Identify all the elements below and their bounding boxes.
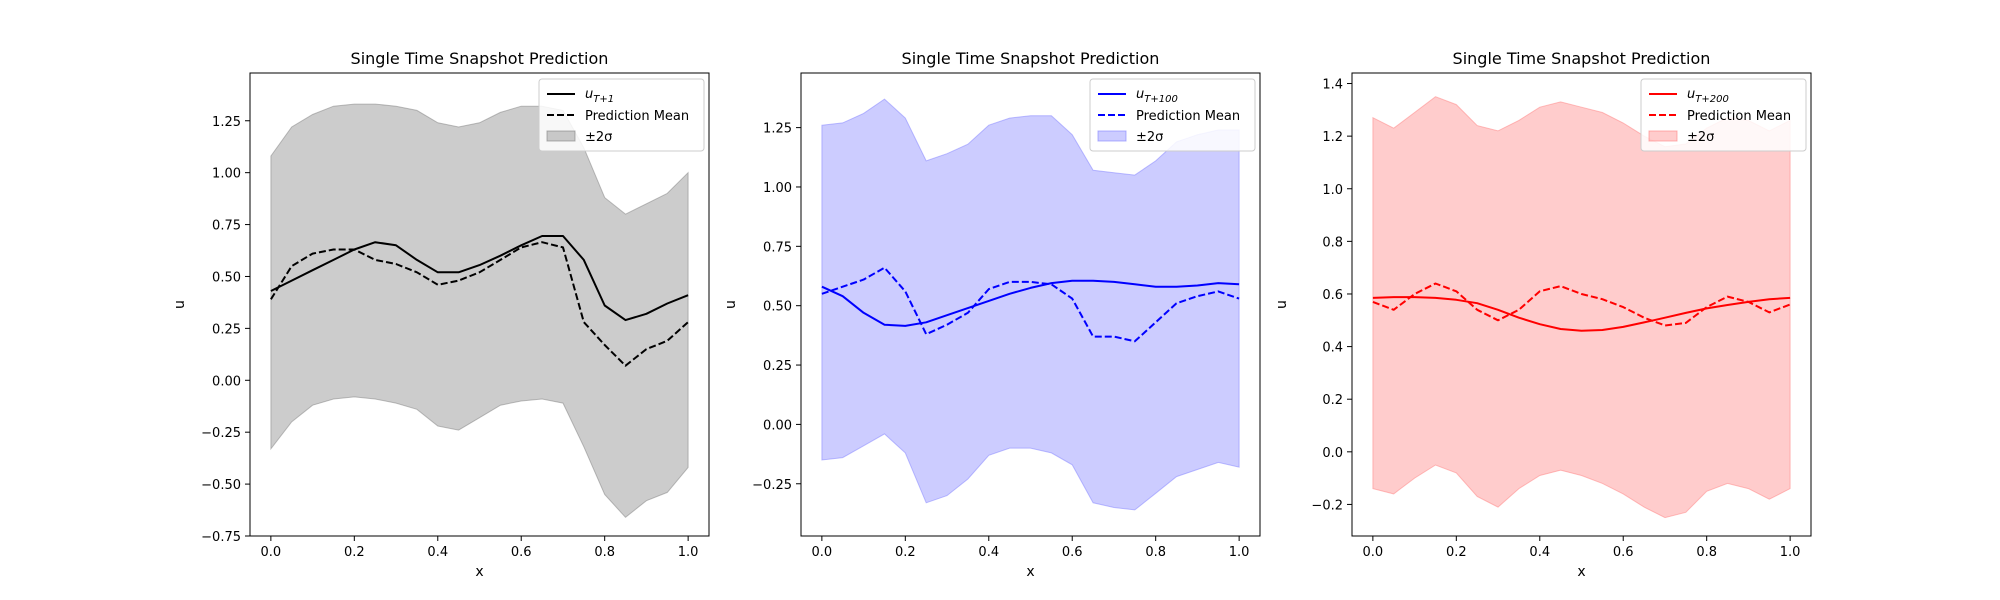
y-tick-label: −0.25 bbox=[752, 478, 792, 493]
y-tick-label: 0.00 bbox=[212, 374, 241, 389]
true-solution-line bbox=[1372, 296, 1791, 332]
y-tick-label: 0.25 bbox=[763, 359, 792, 374]
legend-band-swatch bbox=[1648, 130, 1678, 142]
y-tick-label: 0.0 bbox=[1322, 446, 1343, 461]
chart-panel-1: 0.0 0.2 0.4 0.6 0.8 1.0 −0.75 −0.50 −0.25 0.00 0.2… bbox=[172, 49, 710, 580]
y-tick-label: 0.4 bbox=[1322, 341, 1343, 356]
y-tick-label: −0.2 bbox=[1311, 498, 1343, 513]
x-tick-label: 0.6 bbox=[1062, 545, 1083, 560]
legend-box bbox=[538, 78, 705, 152]
legend: uT+100 Prediction Mean ±2σ bbox=[1089, 78, 1256, 152]
x-tick-label: 0.4 bbox=[978, 545, 999, 560]
y-tick-label: 1.25 bbox=[212, 115, 241, 130]
plot-area bbox=[1372, 96, 1791, 519]
legend-true-label: uT+200 bbox=[1687, 87, 1729, 105]
x-axis-label: x bbox=[1577, 564, 1585, 580]
legend-true-label: uT+100 bbox=[1136, 87, 1178, 105]
chart-title: Single Time Snapshot Prediction bbox=[351, 49, 609, 68]
axes-frame bbox=[249, 72, 710, 537]
y-tick-label: 1.00 bbox=[763, 181, 792, 196]
plot-area bbox=[270, 103, 689, 518]
y-tick-label: 0.25 bbox=[212, 322, 241, 337]
y-tick-label: 1.2 bbox=[1322, 130, 1343, 145]
legend: uT+200 Prediction Mean ±2σ bbox=[1640, 78, 1807, 152]
y-tick-label: 0.8 bbox=[1322, 235, 1343, 250]
x-tick-label: 0.2 bbox=[344, 545, 365, 560]
x-tick-label: 0.2 bbox=[895, 545, 916, 560]
y-tick-label: 0.50 bbox=[763, 300, 792, 315]
axes-frame bbox=[800, 72, 1261, 537]
x-tick-label: 0.8 bbox=[1696, 545, 1717, 560]
legend-true-label: uT+1 bbox=[585, 87, 614, 105]
y-tick-label: 0.2 bbox=[1322, 393, 1343, 408]
y-tick-label: −0.25 bbox=[201, 426, 241, 441]
x-tick-label: 1.0 bbox=[678, 545, 699, 560]
legend-mean-label: Prediction Mean bbox=[1687, 109, 1791, 124]
y-axis-label: u bbox=[172, 300, 188, 309]
x-tick-label: 1.0 bbox=[1229, 545, 1250, 560]
y-tick-label: 0.00 bbox=[763, 418, 792, 433]
x-tick-label: 0.4 bbox=[427, 545, 448, 560]
x-axis-label: x bbox=[1026, 564, 1034, 580]
y-tick-label: 1.00 bbox=[212, 167, 241, 182]
y-tick-label: 1.25 bbox=[763, 122, 792, 137]
x-tick-label: 0.8 bbox=[1145, 545, 1166, 560]
axes-frame bbox=[1351, 72, 1812, 537]
true-solution-line bbox=[270, 235, 689, 322]
y-tick-label: −0.50 bbox=[201, 478, 241, 493]
true-solution-line bbox=[821, 279, 1240, 327]
chart-panel-3: 0.0 0.2 0.4 0.6 0.8 1.0 −0.2 0.0 0.2 0.4 0.6 0.8 1.0… bbox=[1274, 49, 1812, 580]
x-tick-label: 0.6 bbox=[511, 545, 532, 560]
legend-box bbox=[1089, 78, 1256, 152]
uncertainty-band bbox=[1372, 96, 1791, 519]
legend-band-label: ±2σ bbox=[585, 130, 612, 145]
legend-mean-label: Prediction Mean bbox=[585, 109, 689, 124]
legend-band-swatch bbox=[1097, 130, 1127, 142]
prediction-mean-line bbox=[270, 241, 689, 367]
x-tick-label: 1.0 bbox=[1780, 545, 1801, 560]
uncertainty-band bbox=[270, 103, 689, 518]
y-tick-label: 1.4 bbox=[1322, 78, 1343, 93]
y-tick-label: 0.75 bbox=[212, 219, 241, 234]
plot-area bbox=[821, 98, 1240, 511]
x-tick-label: 0.8 bbox=[594, 545, 615, 560]
x-tick-label: 0.6 bbox=[1613, 545, 1634, 560]
y-axis-label: u bbox=[1274, 300, 1290, 309]
x-tick-label: 0.0 bbox=[1363, 545, 1384, 560]
legend-band-label: ±2σ bbox=[1136, 130, 1163, 145]
y-axis-label: u bbox=[723, 300, 739, 309]
x-axis-label: x bbox=[475, 564, 483, 580]
x-tick-label: 0.0 bbox=[261, 545, 282, 560]
legend-band-label: ±2σ bbox=[1687, 130, 1714, 145]
prediction-mean-line bbox=[1372, 282, 1791, 327]
legend-mean-label: Prediction Mean bbox=[1136, 109, 1240, 124]
chart-title: Single Time Snapshot Prediction bbox=[902, 49, 1160, 68]
chart-panel-2: 0.0 0.2 0.4 0.6 0.8 1.0 −0.25 0.00 0.25 0.50 0.75 1… bbox=[723, 49, 1261, 580]
uncertainty-band bbox=[821, 98, 1240, 511]
legend: uT+1 Prediction Mean ±2σ bbox=[538, 78, 705, 152]
legend-box bbox=[1640, 78, 1807, 152]
x-tick-label: 0.0 bbox=[812, 545, 833, 560]
y-tick-label: 0.6 bbox=[1322, 288, 1343, 303]
x-tick-label: 0.2 bbox=[1446, 545, 1467, 560]
legend-band-swatch bbox=[546, 130, 576, 142]
y-tick-label: 1.0 bbox=[1322, 183, 1343, 198]
chart-title: Single Time Snapshot Prediction bbox=[1453, 49, 1711, 68]
y-tick-label: −0.75 bbox=[201, 530, 241, 545]
y-tick-label: 0.50 bbox=[212, 270, 241, 285]
x-tick-label: 0.4 bbox=[1529, 545, 1550, 560]
y-tick-label: 0.75 bbox=[763, 240, 792, 255]
